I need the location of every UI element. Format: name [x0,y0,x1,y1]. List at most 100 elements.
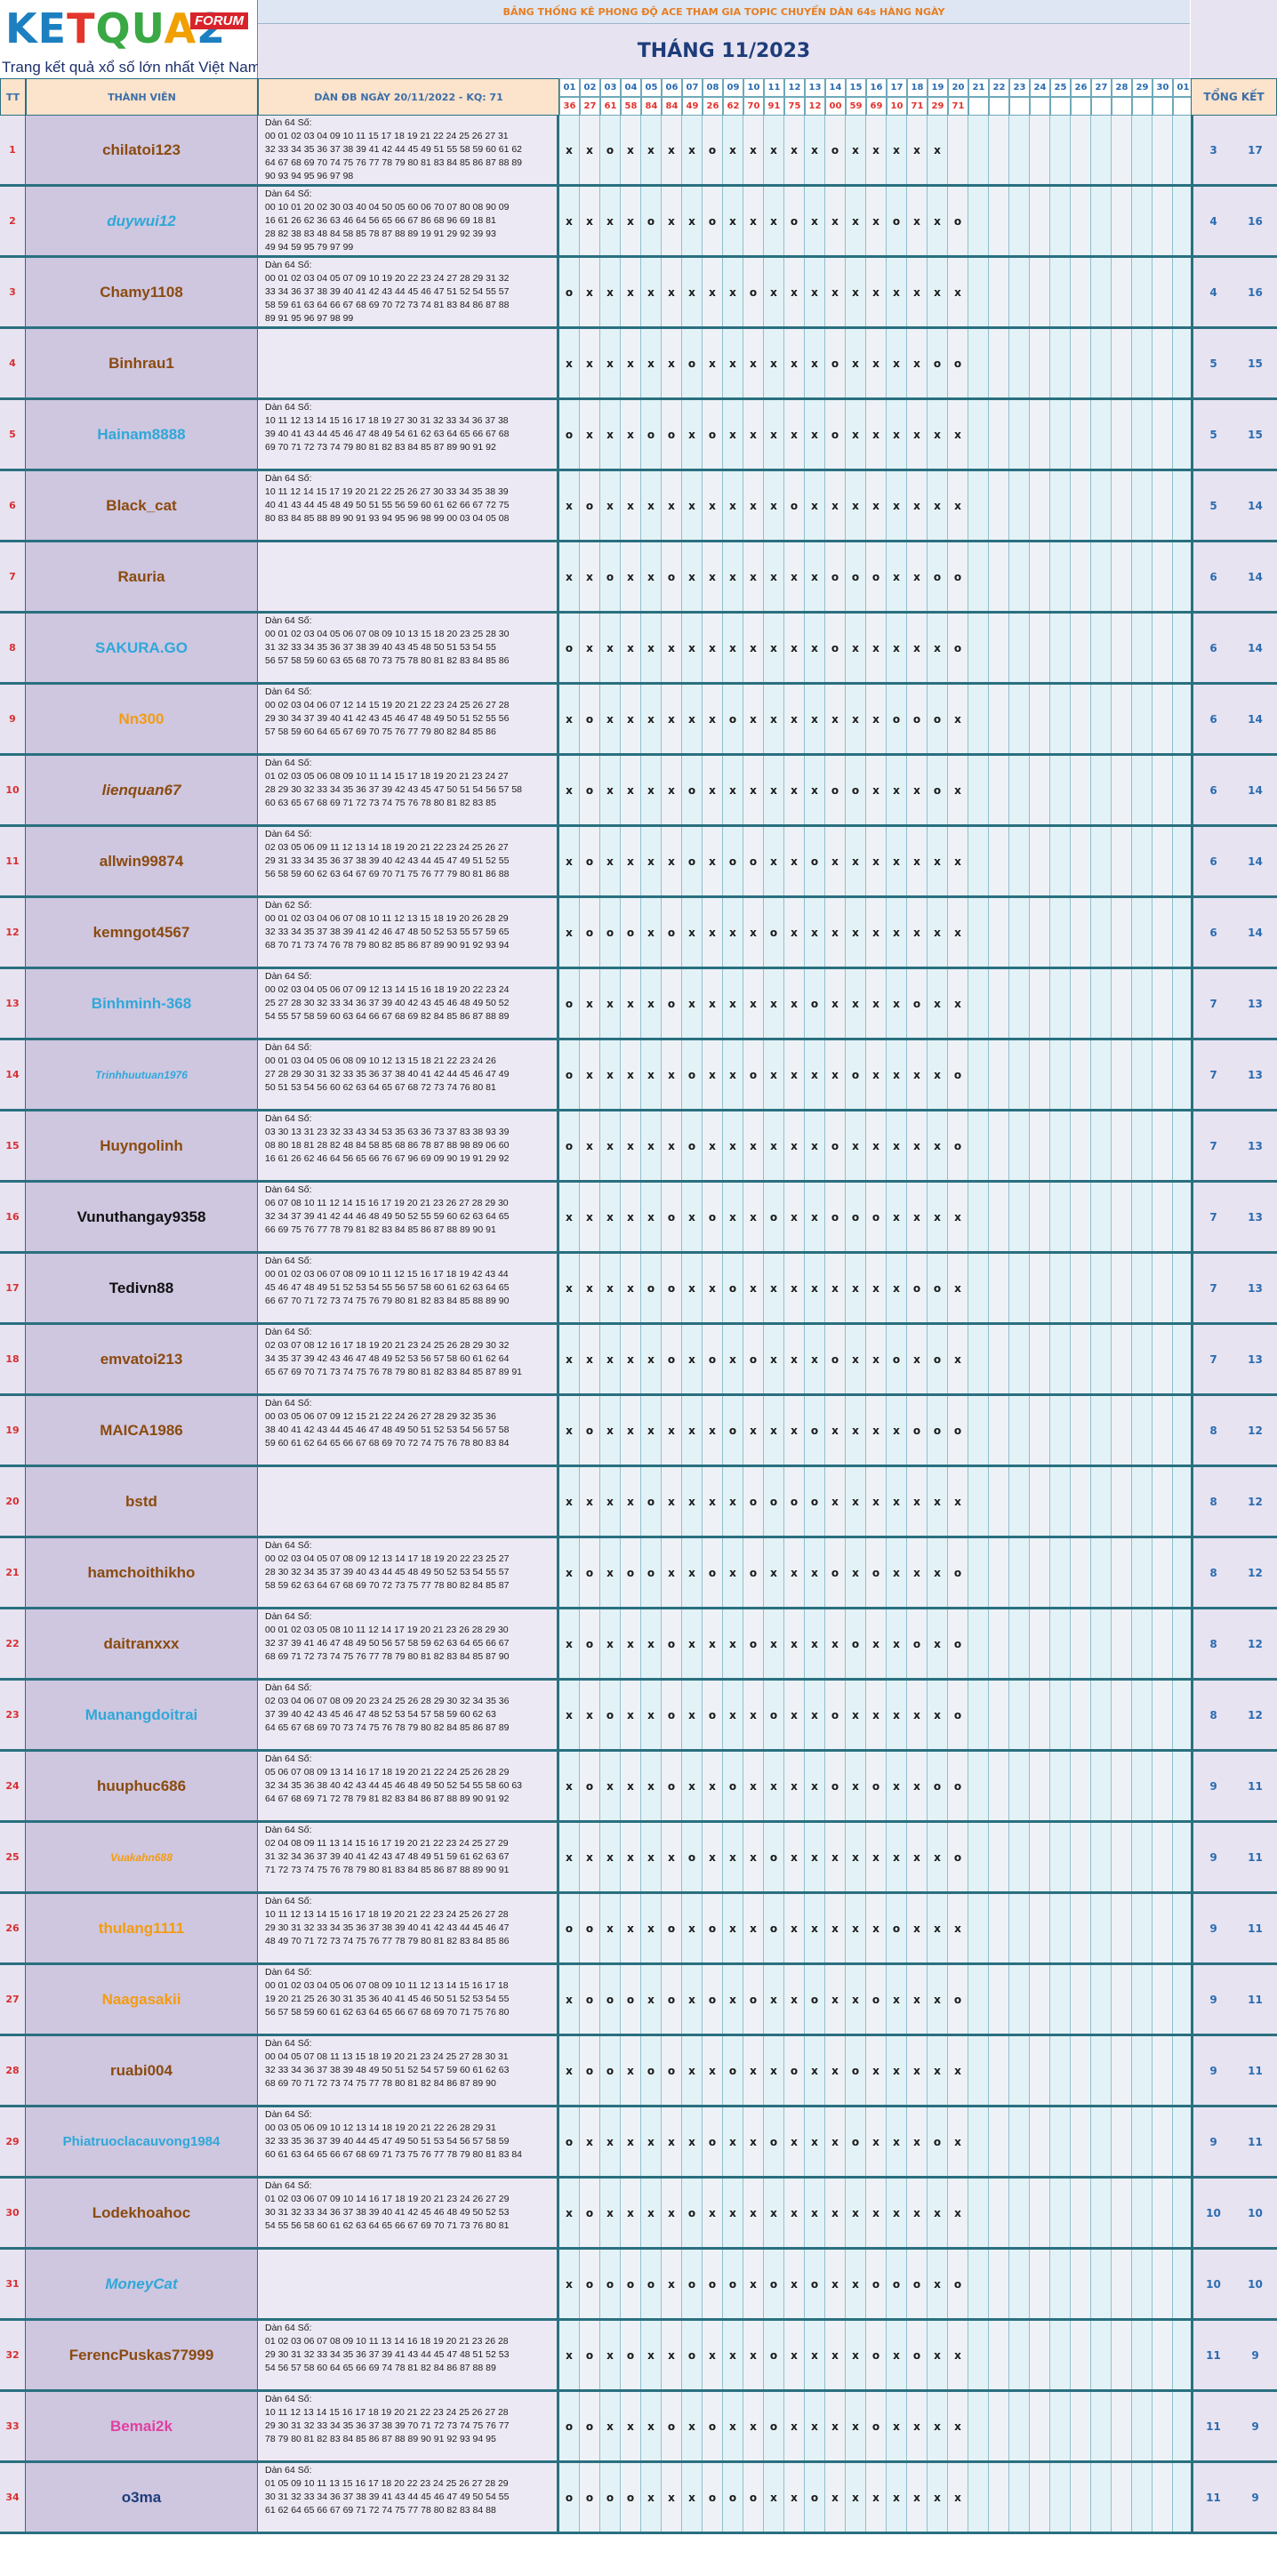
day-mark[interactable]: x [784,1823,805,1891]
day-mark[interactable]: o [682,329,703,397]
day-mark[interactable] [1071,2321,1091,2389]
day-mark[interactable]: x [846,1325,866,1393]
day-mark[interactable]: x [866,329,887,397]
day-mark[interactable]: o [662,1325,682,1393]
day-mark[interactable]: x [805,614,825,682]
day-mark[interactable]: o [641,1538,662,1607]
day-mark[interactable] [968,827,989,895]
day-mark[interactable]: x [559,1681,580,1749]
day-mark[interactable]: x [723,969,743,1038]
day-mark[interactable]: x [580,1111,600,1180]
day-mark[interactable] [1091,1681,1112,1749]
day-mark[interactable]: x [866,1681,887,1749]
day-mark[interactable]: o [580,1396,600,1465]
day-mark[interactable]: x [743,1752,764,1820]
day-mark[interactable] [968,1538,989,1607]
day-mark[interactable]: o [641,2036,662,2105]
day-mark[interactable]: x [907,1752,928,1820]
day-mark[interactable]: x [621,1681,641,1749]
day-mark[interactable]: x [723,400,743,469]
day-mark[interactable]: x [825,1396,846,1465]
day-mark[interactable] [968,400,989,469]
day-mark[interactable]: x [784,1325,805,1393]
day-mark[interactable]: x [641,1894,662,1962]
day-mark[interactable]: x [866,1894,887,1962]
day-mark[interactable]: x [805,2179,825,2247]
day-mark[interactable]: x [764,1538,784,1607]
table-row[interactable]: 26 thulang1111 Dàn 64 Số: 10 11 12 13 14 15… [0,1894,1277,1965]
day-mark[interactable]: x [682,1894,703,1962]
day-mark[interactable]: x [928,2179,948,2247]
day-mark[interactable]: x [580,258,600,326]
day-mark[interactable] [1050,116,1071,184]
day-mark[interactable]: x [805,2036,825,2105]
day-mark[interactable]: o [928,1396,948,1465]
day-mark[interactable] [1153,1467,1173,1536]
member-name[interactable]: Phiatruoclacauvong1984 [26,2107,258,2176]
day-mark[interactable]: x [621,1467,641,1536]
day-mark[interactable]: x [621,614,641,682]
day-mark[interactable] [1112,2250,1132,2318]
day-mark[interactable]: x [559,1396,580,1465]
day-mark[interactable] [1091,1183,1112,1251]
day-mark[interactable]: x [805,1111,825,1180]
day-mark[interactable]: o [764,1681,784,1749]
day-mark[interactable]: o [805,1396,825,1465]
site-logo[interactable]: KETQUA2 FORUM Trang kết quả xổ số lớn nh… [0,0,261,78]
day-mark[interactable] [1030,1396,1050,1465]
day-mark[interactable]: x [723,2179,743,2247]
day-mark[interactable] [1071,614,1091,682]
table-row[interactable]: 9 Nn300 Dàn 64 Số: 00 02 03 04 06 07 12 14 … [0,685,1277,756]
day-mark[interactable]: o [866,1965,887,2034]
day-mark[interactable] [1132,116,1153,184]
day-mark[interactable]: x [784,258,805,326]
day-mark[interactable]: o [743,1040,764,1109]
day-mark[interactable] [1153,1965,1173,2034]
day-mark[interactable]: o [662,1609,682,1678]
day-mark[interactable] [1009,614,1030,682]
day-mark[interactable] [968,1396,989,1465]
day-header[interactable]: 02 [580,78,600,97]
day-mark[interactable] [1050,1894,1071,1962]
day-mark[interactable]: x [928,187,948,255]
day-mark[interactable] [1132,2179,1153,2247]
day-mark[interactable]: x [928,471,948,540]
day-mark[interactable]: x [641,116,662,184]
day-header[interactable]: 01 [559,78,580,97]
day-mark[interactable]: x [805,258,825,326]
day-mark[interactable]: x [580,1823,600,1891]
day-mark[interactable] [1071,1396,1091,1465]
member-name[interactable]: huuphuc686 [26,1752,258,1820]
day-mark[interactable]: x [764,827,784,895]
day-mark[interactable]: x [641,1823,662,1891]
day-mark[interactable] [1071,2107,1091,2176]
day-mark[interactable] [968,614,989,682]
day-mark[interactable]: x [600,400,621,469]
day-mark[interactable]: x [866,116,887,184]
day-mark[interactable]: x [641,258,662,326]
day-mark[interactable] [1050,2463,1071,2532]
day-mark[interactable]: x [703,1040,723,1109]
day-mark[interactable] [1030,1894,1050,1962]
day-mark[interactable]: x [641,1325,662,1393]
day-mark[interactable]: x [805,1894,825,1962]
table-row[interactable]: 5 Hainam8888 Dàn 64 Số: 10 11 12 13 14 15 1… [0,400,1277,471]
day-mark[interactable]: x [846,471,866,540]
day-mark[interactable] [1009,400,1030,469]
day-mark[interactable]: x [948,2463,968,2532]
day-mark[interactable]: x [621,756,641,824]
day-header[interactable]: 21 [968,78,989,97]
day-mark[interactable]: o [682,1111,703,1180]
day-mark[interactable] [1153,2179,1173,2247]
day-mark[interactable] [1071,1183,1091,1251]
day-mark[interactable] [989,2036,1009,2105]
day-mark[interactable]: x [621,1111,641,1180]
day-mark[interactable]: x [764,1040,784,1109]
day-mark[interactable]: o [641,1254,662,1322]
day-mark[interactable]: x [887,1538,907,1607]
day-mark[interactable] [1050,471,1071,540]
day-mark[interactable]: o [723,2250,743,2318]
day-mark[interactable]: x [580,1254,600,1322]
member-name[interactable]: kemngot4567 [26,898,258,967]
day-mark[interactable]: x [887,969,907,1038]
